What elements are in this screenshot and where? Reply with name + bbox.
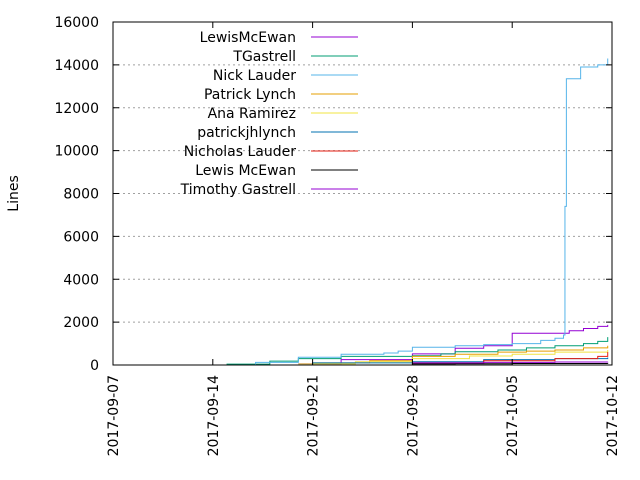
grid-lines (113, 64, 612, 323)
legend-label: Nicholas Lauder (184, 144, 296, 160)
y-tick-label: 0 (90, 358, 99, 374)
legend-label: Patrick Lynch (204, 87, 296, 103)
legend-label: LewisMcEwan (200, 30, 296, 46)
series-line (198, 58, 609, 366)
x-tick-label: 2017-10-05 (505, 375, 521, 456)
series-lines (198, 58, 609, 366)
y-tick-label: 6000 (63, 229, 99, 245)
x-tick-label: 2017-10-12 (605, 375, 621, 456)
y-axis-label: Lines (6, 175, 22, 211)
y-axis-ticks: 0 2000 4000 6000 8000 10000 12000 14000 16000 (54, 15, 612, 374)
legend: LewisMcEwan TGastrell Nick Lauder Patrick L… (180, 30, 358, 198)
legend-label: Timothy Gastrell (180, 182, 296, 198)
x-tick-label: 2017-09-21 (306, 375, 322, 456)
legend-label: Ana Ramirez (208, 106, 296, 122)
y-tick-label: 12000 (54, 101, 99, 117)
y-tick-label: 10000 (54, 144, 99, 160)
legend-label: Lewis McEwan (195, 163, 296, 179)
y-tick-label: 4000 (63, 272, 99, 288)
y-tick-label: 2000 (63, 315, 99, 331)
series-line (412, 361, 609, 364)
x-axis-ticks: 2017-09-07 2017-09-14 2017-09-21 2017-09-28… (106, 22, 621, 456)
y-tick-label: 16000 (54, 15, 99, 31)
legend-label: TGastrell (232, 49, 296, 65)
series-line (298, 349, 609, 365)
series-line (298, 324, 609, 365)
legend-label: Nick Lauder (213, 68, 296, 84)
series-line (412, 362, 609, 365)
x-tick-label: 2017-09-07 (106, 375, 122, 456)
y-tick-label: 14000 (54, 58, 99, 74)
legend-label: patrickjhlynch (197, 125, 296, 141)
x-tick-label: 2017-09-14 (206, 375, 222, 456)
x-tick-label: 2017-09-28 (405, 375, 421, 456)
y-tick-label: 8000 (63, 187, 99, 203)
